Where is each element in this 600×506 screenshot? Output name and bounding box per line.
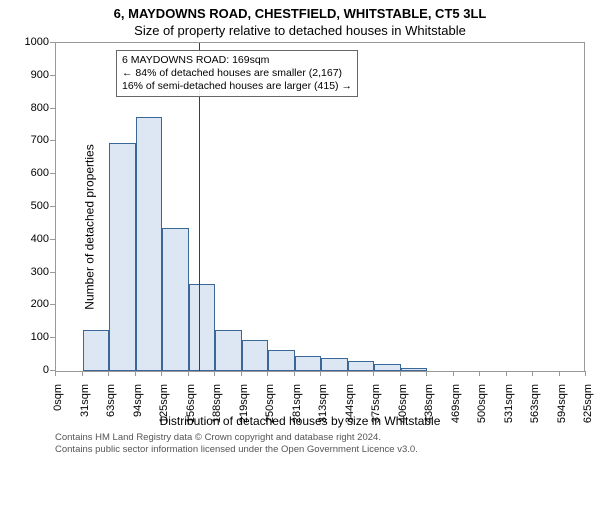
histogram-bar [136, 117, 163, 371]
y-tick-label: 0 [17, 364, 49, 376]
histogram-bar [162, 228, 189, 371]
y-tick-mark [50, 206, 55, 207]
histogram-bar [83, 330, 110, 371]
y-tick-label: 800 [17, 102, 49, 114]
histogram-bar [295, 356, 322, 371]
x-tick-mark [532, 371, 533, 376]
x-tick-mark [82, 371, 83, 376]
title-subtitle: Size of property relative to detached ho… [0, 23, 600, 38]
x-tick-mark [188, 371, 189, 376]
x-tick-label: 125sqm [158, 384, 170, 434]
x-tick-label: 94sqm [132, 384, 144, 434]
y-tick-label: 400 [17, 233, 49, 245]
histogram-bar [348, 361, 375, 371]
x-tick-mark [161, 371, 162, 376]
y-tick-mark [50, 337, 55, 338]
credits-line2: Contains public sector information licen… [55, 444, 600, 456]
y-tick-mark [50, 304, 55, 305]
x-tick-label: 375sqm [370, 384, 382, 434]
x-tick-mark [320, 371, 321, 376]
x-tick-mark [426, 371, 427, 376]
y-tick-label: 1000 [17, 36, 49, 48]
y-tick-mark [50, 239, 55, 240]
histogram-bar [109, 143, 136, 371]
y-tick-mark [50, 75, 55, 76]
y-tick-label: 600 [17, 167, 49, 179]
histogram-bar [189, 284, 216, 371]
annotation-line1: 6 MAYDOWNS ROAD: 169sqm [122, 54, 352, 67]
x-tick-mark [294, 371, 295, 376]
title-address: 6, MAYDOWNS ROAD, CHESTFIELD, WHITSTABLE… [0, 6, 600, 21]
y-tick-mark [50, 108, 55, 109]
plot-area: 6 MAYDOWNS ROAD: 169sqm ← 84% of detache… [55, 42, 585, 372]
y-tick-label: 700 [17, 134, 49, 146]
x-tick-label: 188sqm [211, 384, 223, 434]
x-tick-mark [347, 371, 348, 376]
y-tick-mark [50, 272, 55, 273]
x-tick-label: 281sqm [291, 384, 303, 434]
x-tick-label: 250sqm [264, 384, 276, 434]
histogram-bar [401, 368, 428, 371]
y-tick-label: 100 [17, 331, 49, 343]
x-tick-mark [108, 371, 109, 376]
x-tick-label: 594sqm [556, 384, 568, 434]
annotation-line3: 16% of semi-detached houses are larger (… [122, 80, 352, 93]
x-tick-label: 500sqm [476, 384, 488, 434]
x-tick-mark [506, 371, 507, 376]
x-tick-mark [214, 371, 215, 376]
x-tick-label: 531sqm [503, 384, 515, 434]
histogram-bar [215, 330, 242, 371]
x-tick-mark [453, 371, 454, 376]
annotation-line2: ← 84% of detached houses are smaller (2,… [122, 67, 352, 80]
y-tick-label: 900 [17, 69, 49, 81]
x-tick-mark [585, 371, 586, 376]
histogram-bar [321, 358, 348, 371]
x-tick-label: 63sqm [105, 384, 117, 434]
x-tick-label: 0sqm [52, 384, 64, 434]
histogram-bar [268, 350, 295, 371]
y-tick-mark [50, 140, 55, 141]
x-tick-label: 563sqm [529, 384, 541, 434]
x-tick-mark [479, 371, 480, 376]
x-tick-mark [559, 371, 560, 376]
marker-annotation: 6 MAYDOWNS ROAD: 169sqm ← 84% of detache… [116, 50, 358, 97]
x-tick-mark [267, 371, 268, 376]
x-tick-mark [400, 371, 401, 376]
x-tick-label: 313sqm [317, 384, 329, 434]
y-tick-mark [50, 42, 55, 43]
x-tick-mark [241, 371, 242, 376]
y-tick-label: 300 [17, 266, 49, 278]
histogram-bar [242, 340, 269, 371]
x-tick-label: 469sqm [450, 384, 462, 434]
x-tick-label: 438sqm [423, 384, 435, 434]
y-tick-mark [50, 173, 55, 174]
histogram-bar [374, 364, 401, 371]
x-tick-label: 31sqm [79, 384, 91, 434]
x-tick-label: 344sqm [344, 384, 356, 434]
x-tick-label: 625sqm [582, 384, 594, 434]
x-tick-label: 406sqm [397, 384, 409, 434]
x-tick-label: 156sqm [185, 384, 197, 434]
x-tick-mark [373, 371, 374, 376]
x-tick-mark [135, 371, 136, 376]
chart-container: Number of detached properties 6 MAYDOWNS… [55, 42, 590, 412]
credits: Contains HM Land Registry data © Crown c… [55, 432, 600, 456]
x-tick-label: 219sqm [238, 384, 250, 434]
y-tick-label: 500 [17, 200, 49, 212]
y-tick-label: 200 [17, 298, 49, 310]
x-tick-mark [55, 371, 56, 376]
